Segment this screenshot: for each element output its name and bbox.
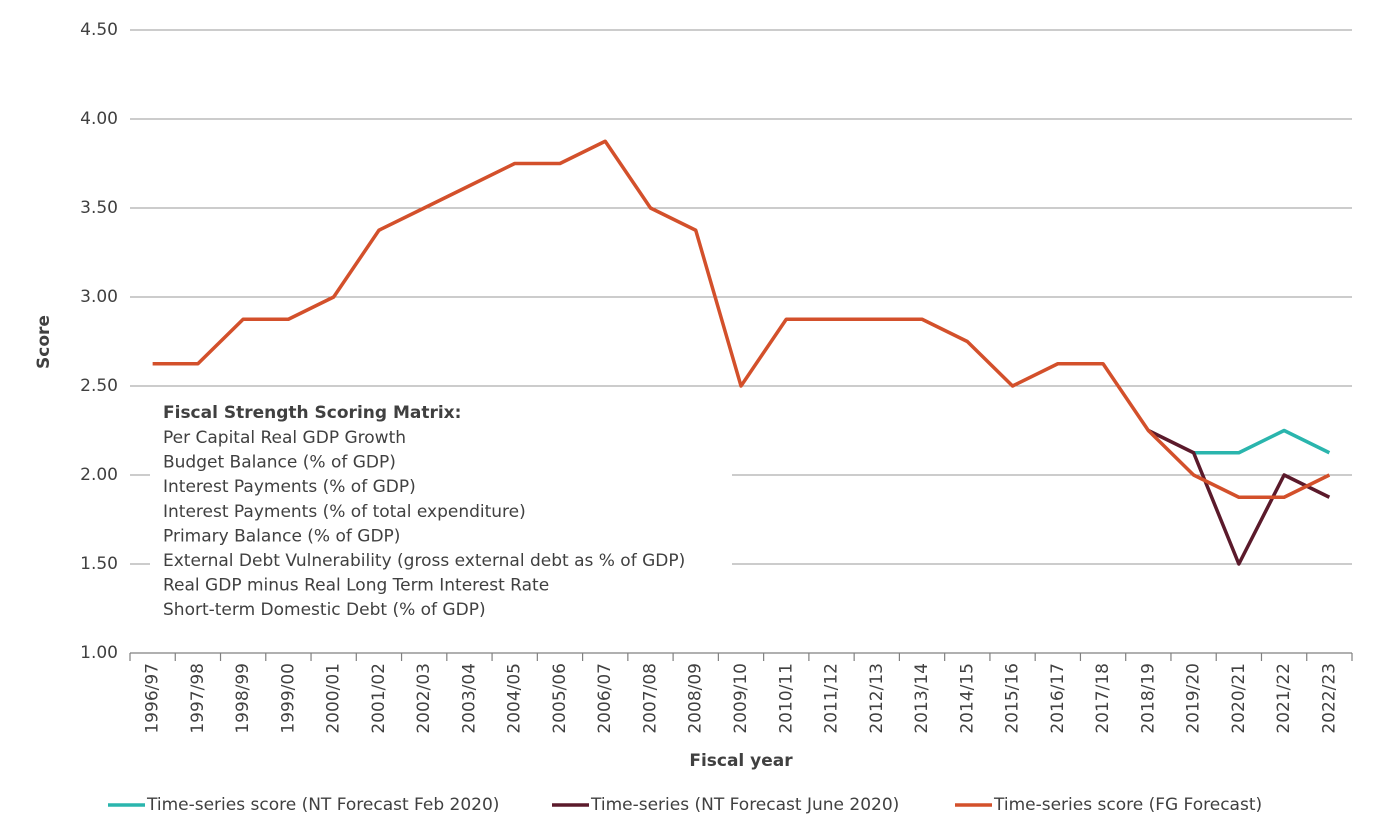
y-tick-label: 1.50 — [80, 554, 118, 574]
series-line — [1147, 428, 1331, 566]
x-tick-label: 1996/97 — [143, 663, 163, 734]
annotation-line: Per Capital Real GDP Growth — [163, 428, 406, 448]
x-tick-label: 2014/15 — [957, 663, 977, 734]
annotation-line: Real GDP minus Real Long Term Interest R… — [163, 576, 549, 596]
x-tick-label: 2000/01 — [324, 663, 344, 734]
annotation-line: Interest Payments (% of total expenditur… — [163, 502, 526, 522]
x-axis-label: Fiscal year — [689, 751, 793, 771]
x-tick-label: 2011/12 — [822, 663, 842, 734]
annotation-line: Primary Balance (% of GDP) — [163, 526, 400, 546]
x-tick-label: 2018/19 — [1138, 663, 1158, 734]
x-tick-label: 2007/08 — [640, 663, 660, 734]
x-tick-label: 1998/99 — [233, 663, 253, 734]
series-line — [1193, 428, 1331, 455]
annotation-line: Interest Payments (% of GDP) — [163, 477, 416, 497]
y-axis-label: Score — [34, 315, 54, 369]
x-tick-label: 1999/00 — [278, 663, 298, 734]
y-tick-label: 3.50 — [80, 198, 118, 218]
x-tick-label: 2003/04 — [459, 663, 479, 734]
x-tick-label: 2020/21 — [1229, 663, 1249, 734]
x-tick-label: 2022/23 — [1319, 663, 1339, 734]
x-tick-label: 2012/13 — [867, 663, 887, 734]
y-tick-label: 4.50 — [80, 20, 118, 40]
legend-label: Time-series (NT Forecast June 2020) — [590, 795, 899, 815]
x-tick-label: 2009/10 — [731, 663, 751, 734]
x-tick-label: 2013/14 — [912, 663, 932, 734]
y-tick-label: 2.50 — [80, 376, 118, 396]
x-tick-label: 2021/22 — [1274, 663, 1294, 734]
x-tick-label: 2005/06 — [550, 663, 570, 734]
y-tick-label: 1.00 — [80, 643, 118, 663]
annotation-line: External Debt Vulnerability (gross exter… — [163, 551, 685, 571]
x-tick-label: 2016/17 — [1048, 663, 1068, 734]
x-tick-label: 2015/16 — [1003, 663, 1023, 734]
annotation-title: Fiscal Strength Scoring Matrix: — [163, 403, 461, 423]
x-tick-label: 2017/18 — [1093, 663, 1113, 734]
series-line — [152, 139, 1331, 499]
annotation-line: Budget Balance (% of GDP) — [163, 453, 396, 473]
x-tick-label: 2001/02 — [369, 663, 389, 734]
x-tick-label: 1997/98 — [188, 663, 208, 734]
legend-label: Time-series score (FG Forecast) — [993, 795, 1262, 815]
x-tick-label: 2019/20 — [1184, 663, 1204, 734]
y-tick-label: 4.00 — [80, 109, 118, 129]
x-tick-label: 2004/05 — [505, 663, 525, 734]
y-tick-label: 2.00 — [80, 465, 118, 485]
x-tick-label: 2002/03 — [414, 663, 434, 734]
annotation-background — [150, 398, 732, 630]
annotation-line: Short-term Domestic Debt (% of GDP) — [163, 600, 486, 620]
x-tick-label: 2010/11 — [776, 663, 796, 734]
x-tick-label: 2008/09 — [686, 663, 706, 734]
legend-label: Time-series score (NT Forecast Feb 2020) — [146, 795, 499, 815]
x-tick-label: 2006/07 — [595, 663, 615, 734]
y-tick-label: 3.00 — [80, 287, 118, 307]
